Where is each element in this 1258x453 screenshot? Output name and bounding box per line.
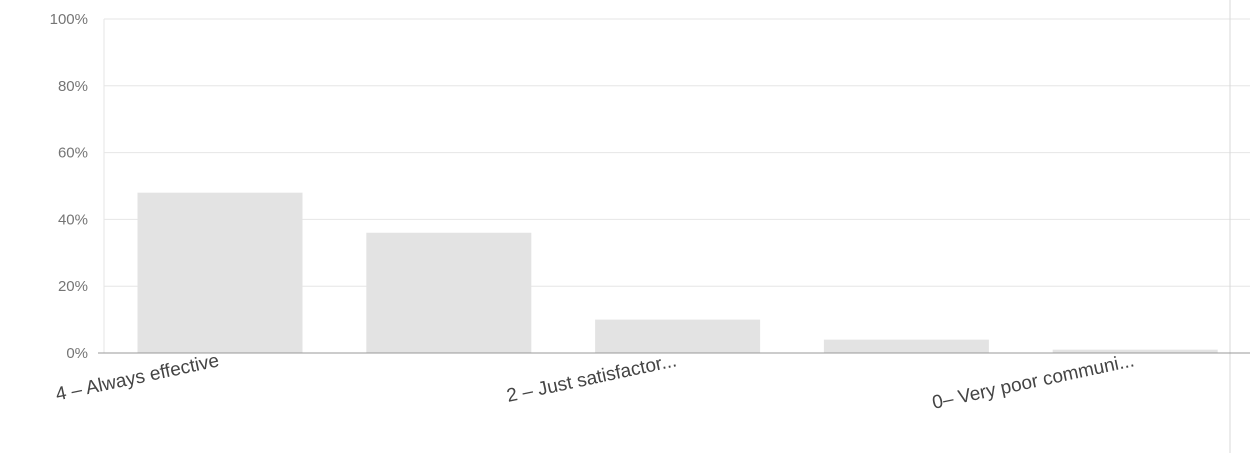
bar-4: [1052, 349, 1218, 353]
bar-3: [823, 339, 989, 353]
y-tick-label: 80%: [58, 78, 88, 95]
bar-1: [366, 232, 532, 353]
y-tick-label: 0%: [66, 345, 88, 362]
x-category-label: 2 – Just satisfactor...: [505, 350, 679, 407]
bar-0: [137, 192, 303, 353]
y-axis-ticks: 0% 20% 40% 60% 80% 100%: [50, 11, 88, 362]
y-tick-label: 60%: [58, 145, 88, 162]
y-tick-label: 20%: [58, 278, 88, 295]
y-tick-label: 40%: [58, 211, 88, 228]
bars: [137, 192, 1218, 353]
bar-2: [595, 319, 761, 353]
y-tick-label: 100%: [50, 11, 88, 28]
axes: [98, 0, 1250, 453]
x-axis-labels: 4 – Always effective 2 – Just satisfactor…: [54, 350, 1136, 413]
x-category-label: 0– Very poor communi...: [930, 350, 1136, 413]
